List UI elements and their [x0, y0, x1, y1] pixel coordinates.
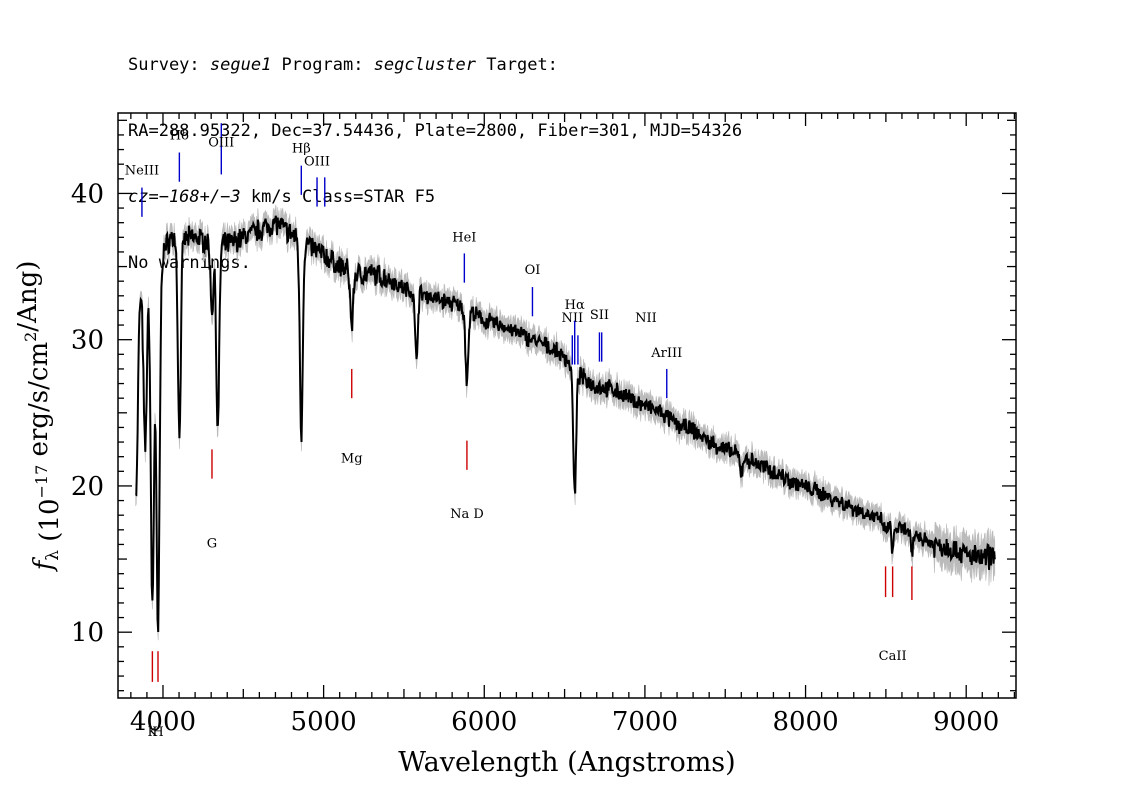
program-value: segcluster [373, 55, 477, 75]
header-line-survey: Survey: segue1 Program: segcluster Targe… [128, 54, 742, 76]
cz-value: cz=−168+/−3 [128, 187, 241, 207]
spectrum-series [135, 215, 996, 633]
absorption_lines-label: CaII [879, 649, 907, 664]
program-label: Program: [271, 55, 374, 75]
emission_lines-label: OIII [304, 155, 330, 170]
absorption_lines-label: K [148, 725, 158, 740]
emission_lines-label: ArIII [650, 346, 682, 361]
axis-ticks: 4000 5000 6000 7000 8000 9000 10 20 30 40 [71, 113, 1016, 737]
absorption_lines-label: G [207, 536, 217, 551]
emission_lines-label: Hα [565, 298, 585, 313]
x-tick-label: 8000 [772, 707, 838, 737]
emission_lines-label: OI [525, 263, 541, 278]
emission_lines-label: SII [590, 308, 609, 323]
error-band-area [135, 204, 996, 641]
target-label: Target: [476, 55, 558, 75]
y-tick-label: 30 [71, 326, 104, 356]
absorption_lines-label: H [152, 725, 163, 740]
spectrum-line [135, 215, 996, 633]
x-tick-label: 4000 [130, 707, 196, 737]
absorption_lines-label: Mg [341, 452, 363, 467]
plot-frame [117, 112, 1017, 699]
class-value: km/s Class=STAR F5 [240, 187, 436, 207]
emission_lines-label: OIII [208, 136, 234, 151]
emission_lines-label: HeI [452, 231, 476, 246]
emission_lines-label: NII [635, 311, 657, 326]
x-tick-label: 5000 [291, 707, 357, 737]
absorption_lines-label: Na D [450, 507, 484, 522]
header-line-coords: RA=288.95322, Dec=37.54436, Plate=2800, … [128, 121, 743, 141]
y-tick-label: 40 [71, 179, 104, 209]
header-line-redshift: cz=−168+/−3 km/s Class=STAR F5 [128, 186, 742, 208]
emission_lines-label: Hβ [292, 141, 311, 156]
y-tick-label: 20 [71, 472, 104, 502]
x-tick-label: 6000 [451, 707, 517, 737]
emission_lines-label: NII [561, 311, 583, 326]
x-tick-label: 7000 [612, 707, 678, 737]
x-axis-label: Wavelength (Angstroms) [398, 747, 735, 778]
x-tick-label: 9000 [933, 707, 999, 737]
survey-label: Survey: [128, 55, 210, 75]
emission_lines-label: Hδ [170, 128, 189, 143]
survey-value: segue1 [209, 55, 272, 75]
error-band [135, 204, 996, 641]
emission_lines-label: NeIII [125, 163, 159, 178]
y-axis-label: fλ (10−17 erg/s/cm2/Ang) [13, 261, 65, 573]
y-tick-label: 10 [71, 618, 104, 648]
